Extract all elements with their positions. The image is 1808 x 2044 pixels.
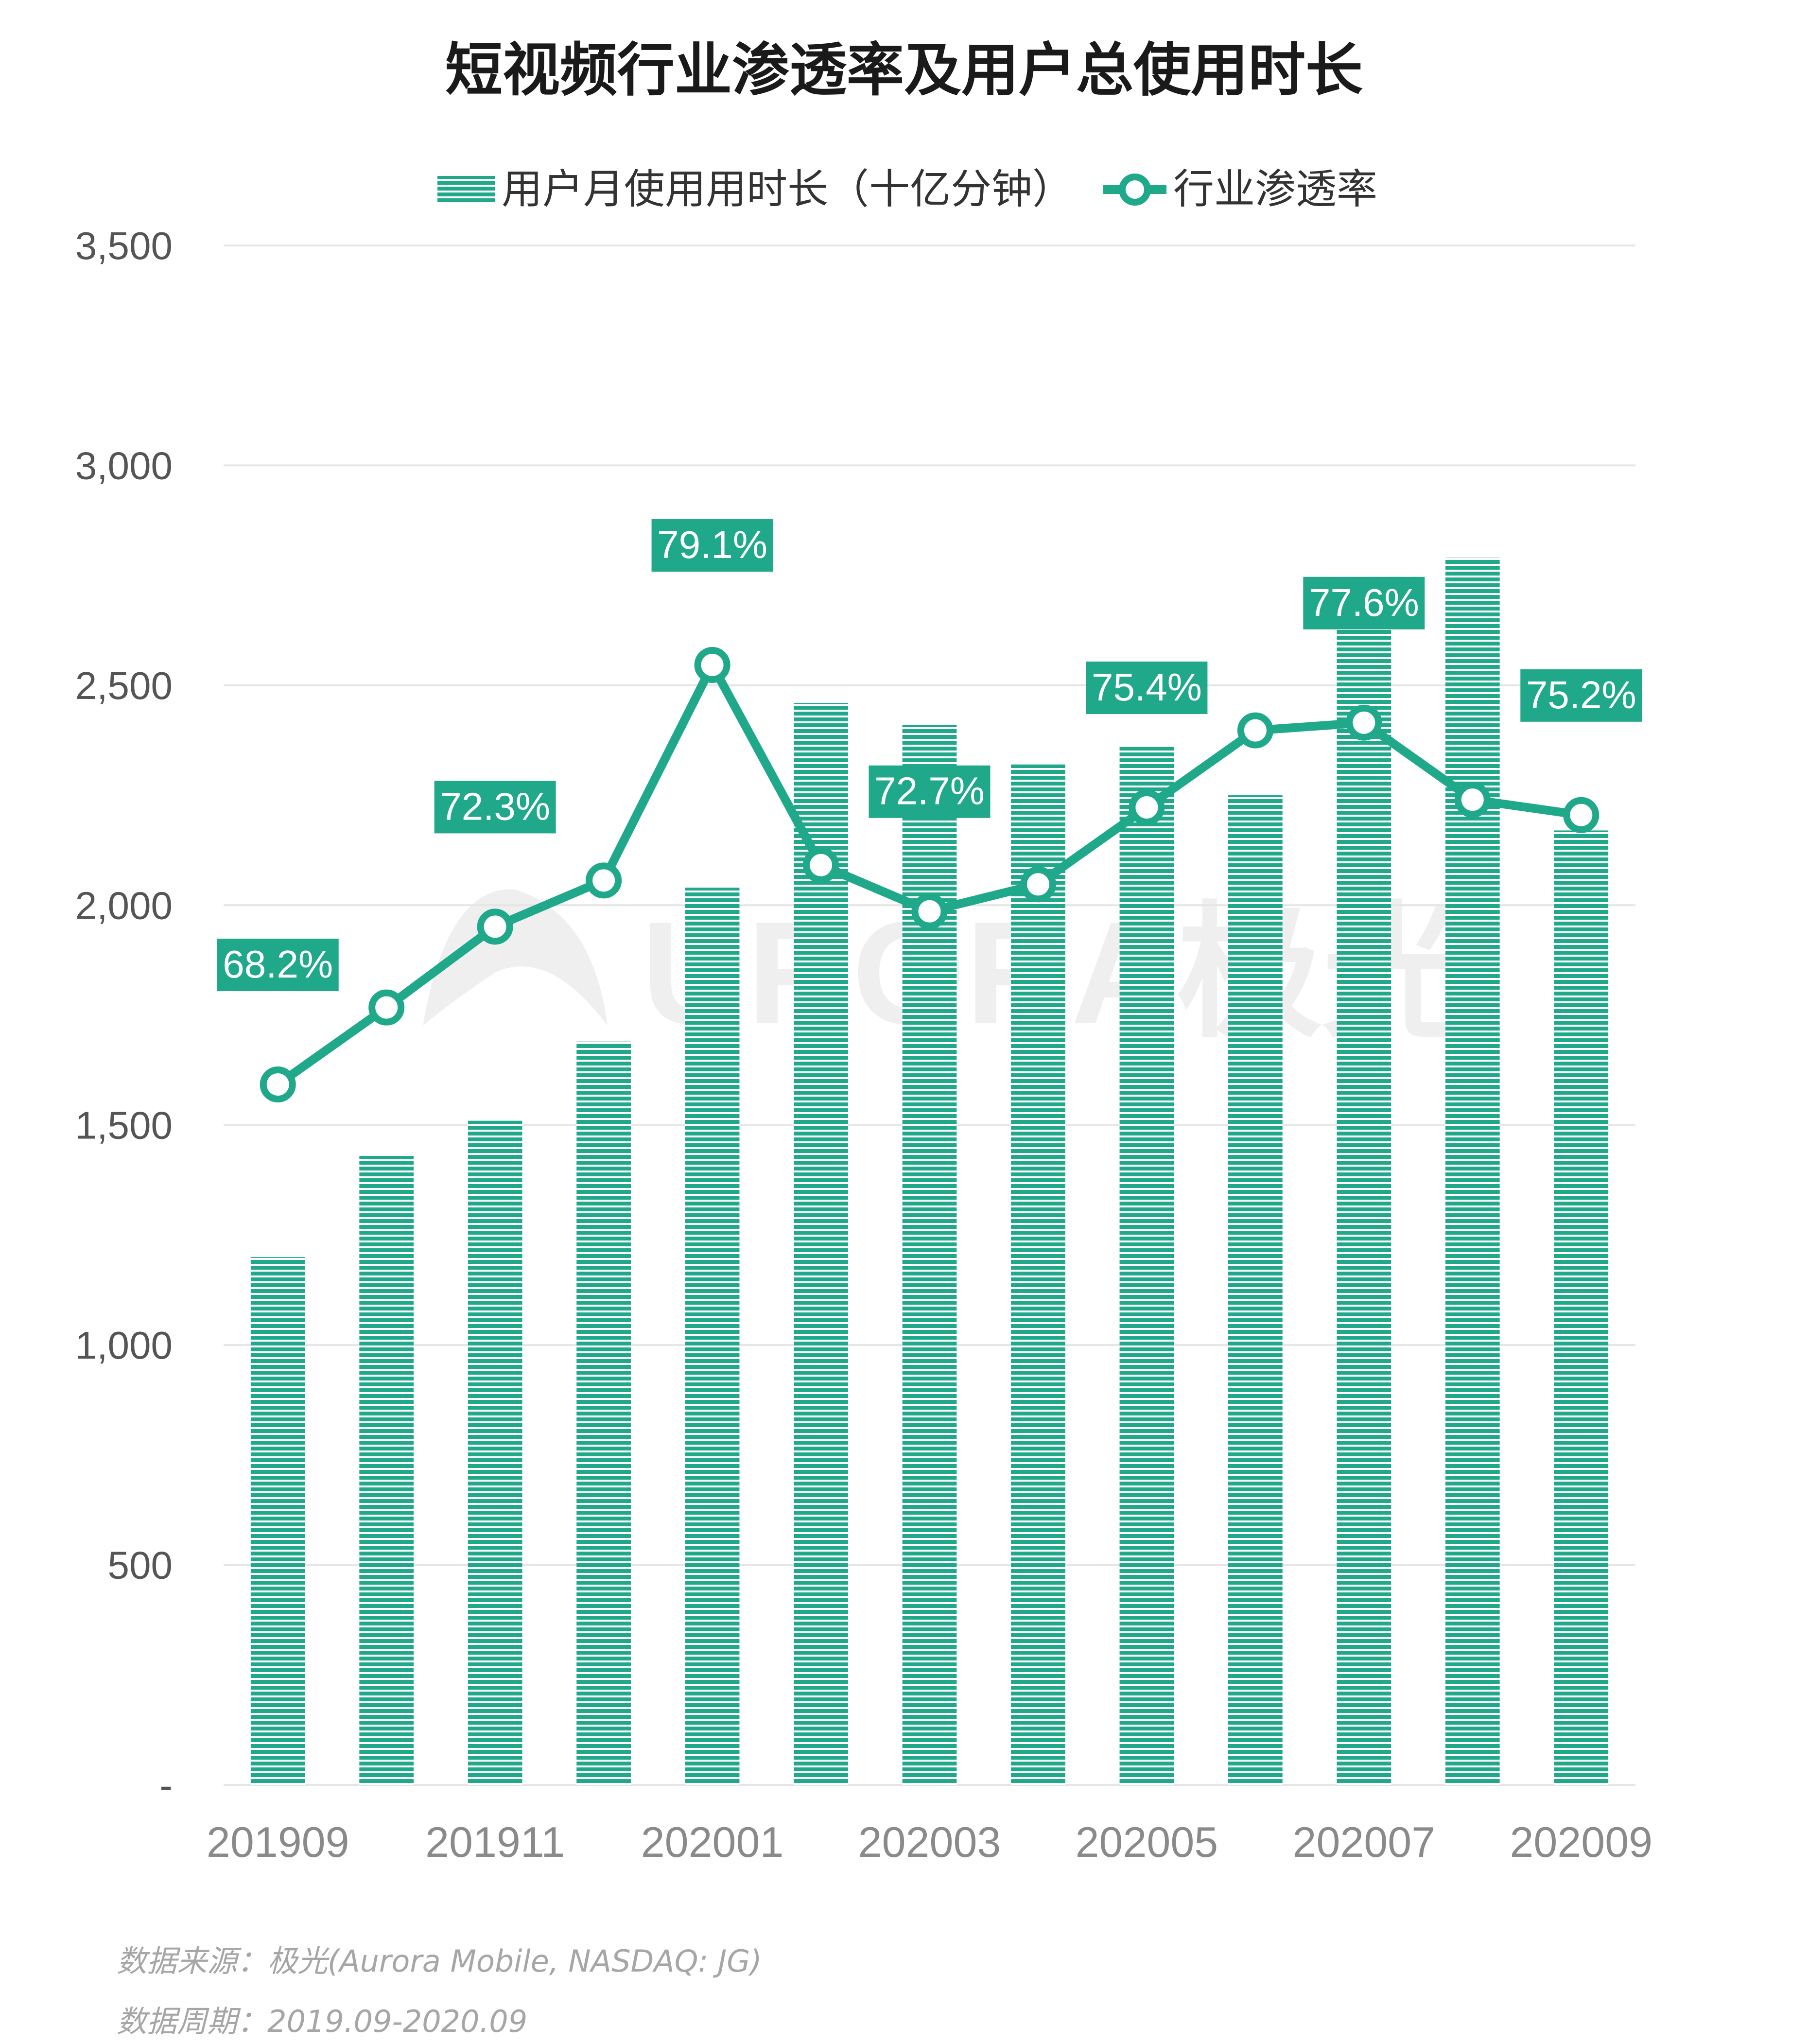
line-point bbox=[1563, 797, 1599, 833]
data-label-box bbox=[434, 781, 556, 834]
data-label-box bbox=[869, 765, 991, 818]
bar bbox=[1554, 830, 1609, 1785]
bar bbox=[250, 1257, 305, 1785]
bars bbox=[250, 558, 1609, 1785]
bar bbox=[685, 888, 740, 1785]
x-tick-label: 202007 bbox=[1293, 1818, 1436, 1866]
data-label-box bbox=[1303, 577, 1425, 629]
footnote-source: 数据来源：极光(Aurora Mobile, NASDAQ: JG) bbox=[117, 1943, 762, 1979]
line-point bbox=[368, 989, 405, 1026]
x-tick-label: 202001 bbox=[641, 1818, 784, 1866]
y-tick-label: 1,000 bbox=[75, 1324, 173, 1367]
bar bbox=[1445, 558, 1500, 1785]
data-label: 77.6% bbox=[1309, 581, 1419, 624]
bar bbox=[794, 703, 848, 1785]
data-label-box bbox=[217, 939, 339, 992]
y-tick-label: 500 bbox=[108, 1544, 173, 1587]
bar bbox=[359, 1156, 414, 1785]
line-point bbox=[586, 862, 622, 899]
line-point bbox=[1346, 704, 1382, 741]
legend-line-marker bbox=[1119, 174, 1151, 206]
bar bbox=[576, 1041, 631, 1785]
y-tick-label: 1,500 bbox=[75, 1104, 173, 1147]
data-label: 75.4% bbox=[1092, 665, 1202, 709]
footnote-period: 数据周期：2019.09-2020.09 bbox=[117, 2004, 527, 2039]
legend: 用户月使用用时长（十亿分钟） 行业渗透率 bbox=[437, 165, 1377, 213]
line-point bbox=[911, 893, 948, 929]
y-tick-label: 2,500 bbox=[75, 664, 173, 707]
y-tick-label: 3,000 bbox=[75, 444, 173, 487]
line-point bbox=[260, 1066, 296, 1103]
chart-title: 短视频行业渗透率及用户总使用时长 bbox=[445, 36, 1363, 104]
line-point bbox=[1454, 782, 1491, 818]
penetration-line: 68.2% 72.3% 79.1% 72.7% 75.4% 77.6% 75.2% bbox=[217, 519, 1642, 1103]
y-tick-label: 2,000 bbox=[75, 884, 173, 927]
data-label-box bbox=[1086, 661, 1208, 714]
data-label: 79.1% bbox=[657, 523, 767, 566]
y-tick-label: 3,500 bbox=[75, 224, 173, 267]
line-point bbox=[477, 908, 513, 945]
bar bbox=[1228, 795, 1283, 1785]
x-tick-label: 202005 bbox=[1076, 1818, 1218, 1866]
line-point bbox=[1237, 712, 1273, 749]
line-point bbox=[694, 647, 730, 683]
x-tick-label: 201911 bbox=[425, 1818, 565, 1866]
data-label: 68.2% bbox=[223, 943, 333, 986]
legend-bar-swatch bbox=[437, 176, 495, 204]
data-label: 72.3% bbox=[440, 785, 550, 828]
data-label-box bbox=[651, 519, 773, 572]
bar bbox=[902, 725, 957, 1785]
line-point bbox=[1020, 866, 1056, 903]
data-label: 72.7% bbox=[874, 769, 985, 813]
data-label: 75.2% bbox=[1526, 673, 1636, 716]
line-point bbox=[1129, 789, 1165, 825]
y-tick-label: - bbox=[159, 1764, 173, 1807]
legend-bar-label: 用户月使用用时长（十亿分钟） bbox=[502, 165, 1073, 213]
x-tick-label: 202003 bbox=[858, 1818, 1001, 1866]
watermark-logo-icon bbox=[423, 889, 608, 1026]
bar bbox=[1337, 597, 1391, 1785]
y-axis: - 500 1,000 1,500 2,000 2,500 3,000 3,500 bbox=[75, 224, 173, 1807]
x-tick-label: 201909 bbox=[207, 1818, 349, 1866]
line-point bbox=[803, 847, 839, 883]
data-label-box bbox=[1520, 669, 1642, 722]
bar bbox=[1119, 747, 1174, 1785]
legend-line-label: 行业渗透率 bbox=[1173, 165, 1377, 213]
x-tick-label: 202009 bbox=[1510, 1818, 1652, 1866]
x-axis: 201909 201911 202001 202003 202005 202007 2020… bbox=[207, 1818, 1652, 1866]
bar bbox=[468, 1120, 522, 1785]
bar bbox=[1011, 764, 1065, 1785]
